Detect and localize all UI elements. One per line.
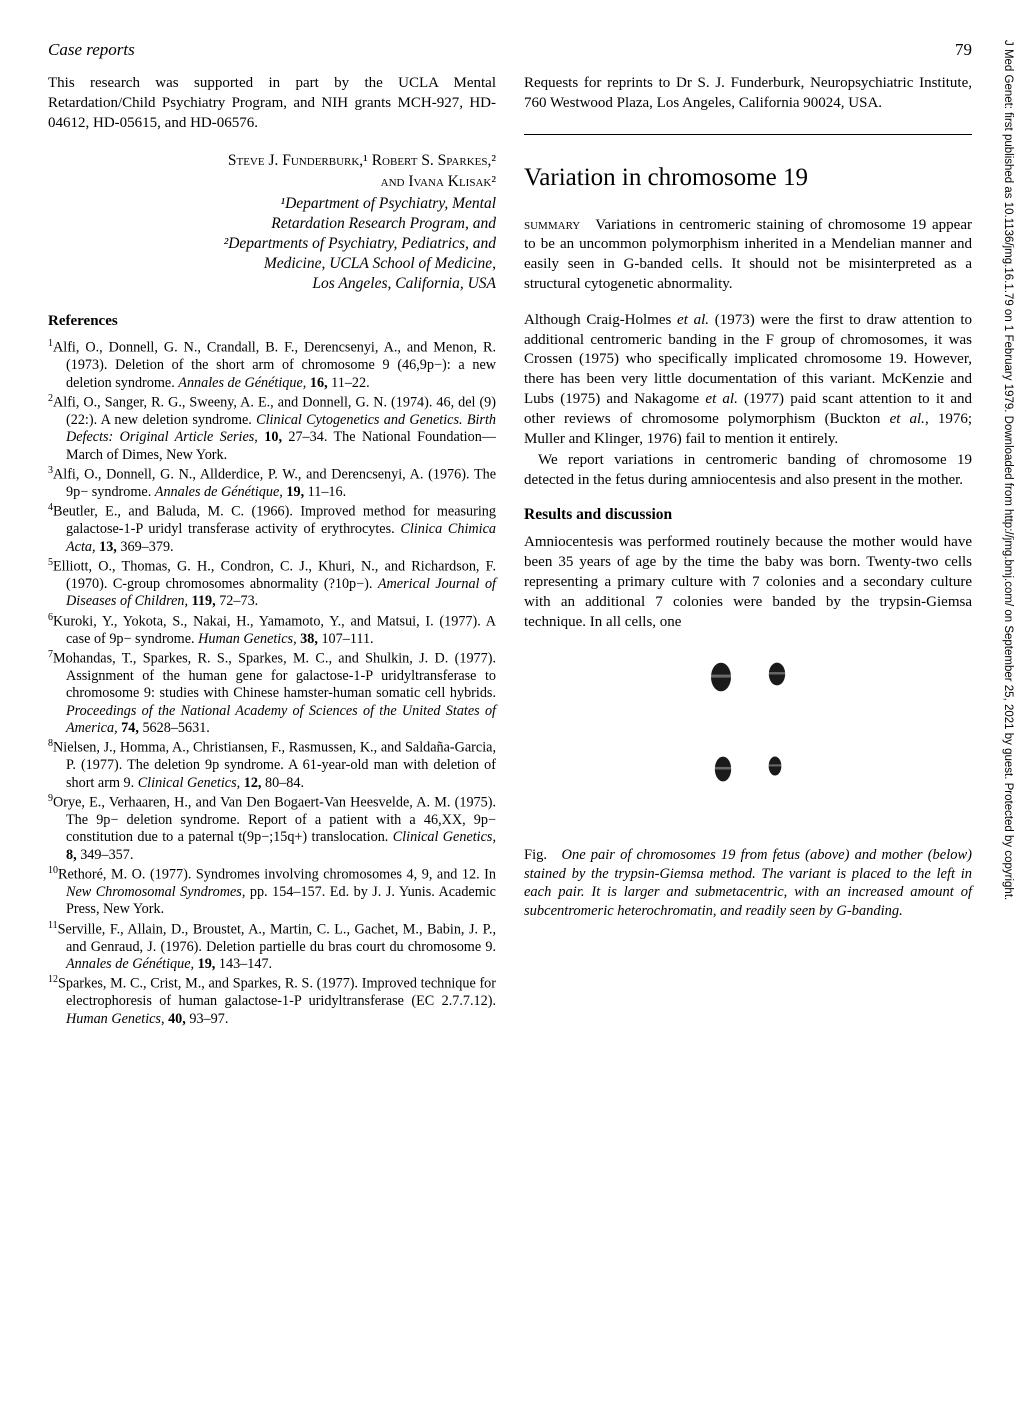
affil-line: Los Angeles, California, USA	[48, 274, 496, 294]
reference-item: 12Sparkes, M. C., Crist, M., and Sparkes…	[48, 974, 496, 1028]
reference-item: 4Beutler, E., and Baluda, M. C. (1966). …	[48, 502, 496, 556]
reference-item: 1Alfi, O., Donnell, G. N., Crandall, B. …	[48, 338, 496, 392]
affil-line: ²Departments of Psychiatry, Pediatrics, …	[48, 234, 496, 254]
affil-line: Medicine, UCLA School of Medicine,	[48, 254, 496, 274]
left-column: This research was supported in part by t…	[48, 74, 496, 1029]
section-heading: Results and discussion	[524, 505, 972, 525]
chromosome-fetus-left	[710, 662, 732, 692]
reference-item: 9Orye, E., Verhaaren, H., and Van Den Bo…	[48, 793, 496, 864]
figure-caption: Fig. One pair of chromosomes 19 from fet…	[524, 846, 972, 920]
chromosome-mother-left	[714, 756, 732, 782]
summary-label: summary	[524, 217, 580, 233]
reference-item: 6Kuroki, Y., Yokota, S., Nakai, H., Yama…	[48, 612, 496, 648]
body-paragraph: Although Craig-Holmes et al. (1973) were…	[524, 311, 972, 450]
reprint-request: Requests for reprints to Dr S. J. Funder…	[524, 74, 972, 114]
references-heading: References	[48, 312, 496, 332]
affil-line: Retardation Research Program, and	[48, 214, 496, 234]
authors-line-2: and Ivana Klisak²	[48, 172, 496, 192]
right-column: Requests for reprints to Dr S. J. Funder…	[524, 74, 972, 1029]
reference-item: 5Elliott, O., Thomas, G. H., Condron, C.…	[48, 557, 496, 611]
download-sidebar: J Med Genet: first published as 10.1136/…	[990, 0, 1014, 1427]
chromosome-mother-right	[768, 756, 782, 776]
figure-row-fetus	[524, 662, 972, 692]
affil-line: ¹Department of Psychiatry, Mental	[48, 194, 496, 214]
acknowledgement-paragraph: This research was supported in part by t…	[48, 74, 496, 133]
page-header: Case reports 79	[48, 40, 972, 60]
body-paragraph: We report variations in centromeric band…	[524, 451, 972, 491]
reference-item: 3Alfi, O., Donnell, G. N., Allderdice, P…	[48, 465, 496, 501]
reference-item: 10Rethoré, M. O. (1977). Syndromes invol…	[48, 865, 496, 919]
summary-paragraph: summary Variations in centromeric staini…	[524, 216, 972, 295]
authors-line-1: Steve J. Funderburk,¹ Robert S. Sparkes,…	[48, 151, 496, 171]
reference-item: 8Nielsen, J., Homma, A., Christiansen, F…	[48, 738, 496, 792]
page-number: 79	[955, 40, 972, 60]
reference-item: 11Serville, F., Allain, D., Broustet, A.…	[48, 920, 496, 974]
two-column-layout: This research was supported in part by t…	[48, 74, 972, 1029]
reference-item: 7Mohandas, T., Sparkes, R. S., Sparkes, …	[48, 649, 496, 737]
affiliation-block: ¹Department of Psychiatry, Mental Retard…	[48, 194, 496, 295]
article-divider	[524, 134, 972, 135]
reference-item: 2Alfi, O., Sanger, R. G., Sweeny, A. E.,…	[48, 393, 496, 464]
body-paragraph: Amniocentesis was performed routinely be…	[524, 533, 972, 632]
figure-area	[524, 662, 972, 782]
running-head: Case reports	[48, 40, 135, 60]
figure-row-mother	[524, 756, 972, 782]
references-list: 1Alfi, O., Donnell, G. N., Crandall, B. …	[48, 338, 496, 1028]
chromosome-fetus-right	[768, 662, 786, 686]
author-block: Steve J. Funderburk,¹ Robert S. Sparkes,…	[48, 151, 496, 191]
article-title: Variation in chromosome 19	[524, 161, 972, 194]
